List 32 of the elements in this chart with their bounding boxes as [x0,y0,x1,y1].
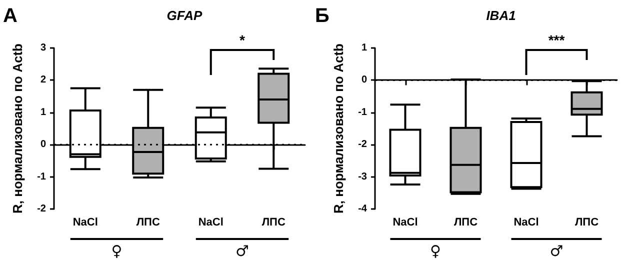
y-tick-label: -1 [37,171,46,182]
y-tick-label: -1 [358,106,368,118]
x-tick-label: ЛПС [454,216,478,228]
text: A [3,5,18,27]
y-tick-label: 0 [361,74,368,86]
x-tick-label: NaCl [392,216,418,228]
x-tick-label: NaCl [514,216,539,228]
y-tick-label: 1 [361,42,368,54]
y-tick-label: -3 [358,171,368,182]
text: * [240,32,246,48]
y-tick-label: 2 [40,74,46,86]
x-tick-label: ЛПС [136,216,160,228]
chart-title: GFAP [166,8,203,23]
text: ♂ [236,242,249,260]
text: Б [315,5,330,27]
text: *** [548,32,566,48]
y-axis-title: R, нормализовано по Actb [331,43,346,214]
y-tick-label: 1 [40,106,46,118]
y-tick-label: -2 [358,139,368,150]
y-axis-title: R, нормализовано по Actb [10,43,25,214]
y-tick-label: -4 [358,204,368,214]
text: ♂ [550,242,564,260]
x-tick-label: ЛПС [262,216,286,228]
x-tick-label: NaCl [198,216,224,228]
chart-title: IBA1 [486,8,516,23]
y-tick-label: 3 [40,42,46,54]
x-tick-label: ЛПС [574,216,599,228]
x-tick-label: NaCl [72,216,98,228]
y-tick-label: 0 [40,139,46,150]
text: ♀ [430,242,441,260]
y-tick-label: -2 [37,204,46,214]
text: ♀ [111,242,122,260]
